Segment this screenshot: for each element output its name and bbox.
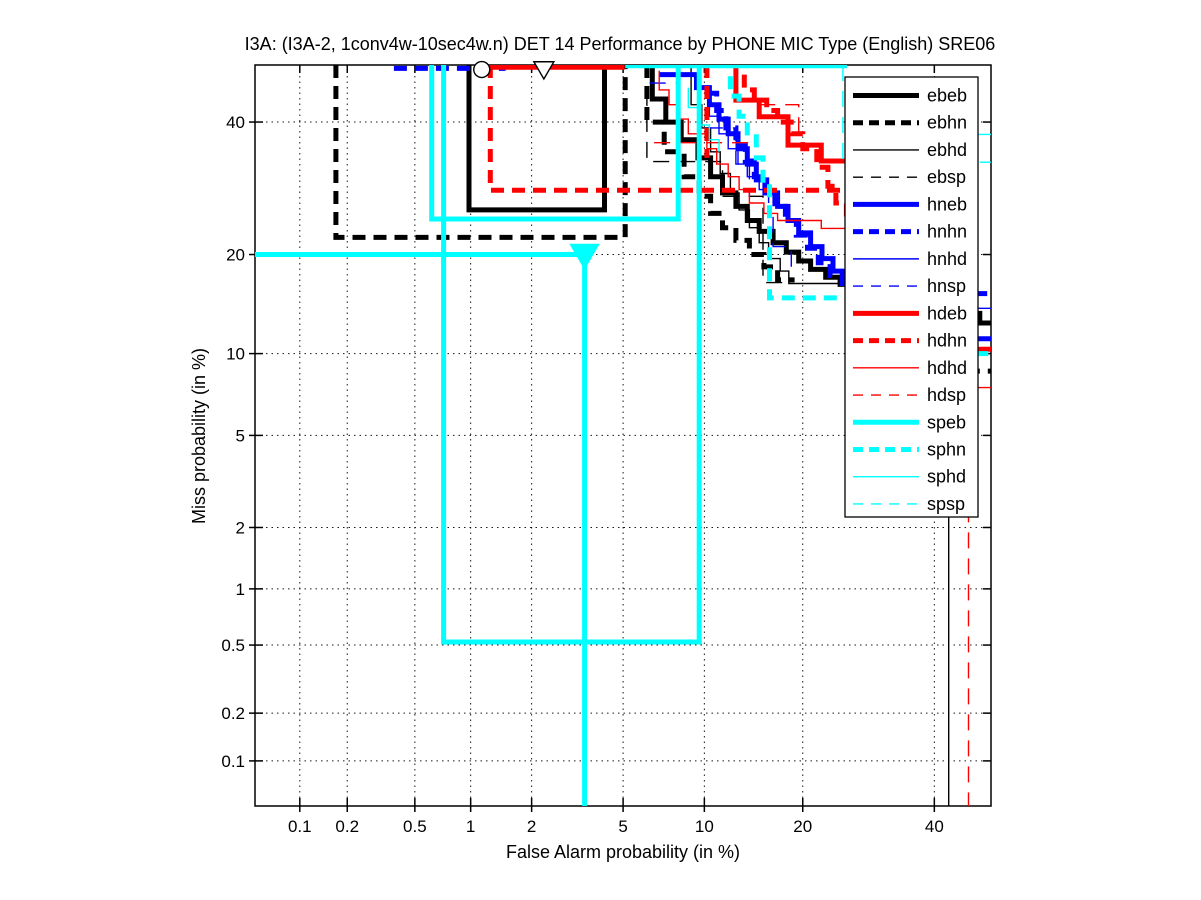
legend-item-label: hdsp	[927, 385, 966, 405]
y-tick-label: 5	[236, 426, 245, 445]
y-axis-label: Miss probability (in %)	[189, 348, 209, 524]
legend-item-label: hnhn	[927, 222, 967, 242]
y-tick-label: 0.5	[221, 636, 245, 655]
series-ebhn-path	[644, 65, 795, 283]
legend-item-hdhd: hdhd	[853, 358, 967, 378]
x-tick-label: 0.2	[335, 817, 359, 836]
y-tick-label: 0.1	[221, 752, 245, 771]
series-hdhn-path	[741, 74, 856, 223]
marker-layer	[473, 60, 600, 270]
legend-item-hnsp: hnsp	[853, 276, 966, 296]
legend-item-hdeb: hdeb	[853, 303, 967, 323]
legend-item-label: hdhn	[927, 331, 967, 351]
legend-item-ebeb: ebeb	[853, 86, 967, 106]
legend-item-ebhd: ebhd	[853, 140, 967, 160]
series-hnsp-path	[772, 216, 792, 272]
y-tick-label: 0.2	[221, 704, 245, 723]
legend-item-hdsp: hdsp	[853, 385, 966, 405]
y-tick-label: 10	[226, 345, 245, 364]
legend-item-sphn: sphn	[853, 439, 966, 459]
legend-item-label: hdhd	[927, 358, 967, 378]
x-tick-label: 0.5	[403, 817, 427, 836]
legend-item-hneb: hneb	[853, 194, 967, 214]
legend-item-label: hneb	[927, 194, 967, 214]
series-ebeb-path	[649, 65, 858, 287]
legend-item-ebsp: ebsp	[853, 167, 966, 187]
legend-item-label: hdeb	[927, 303, 967, 323]
series-hnhn-path	[706, 90, 854, 292]
marker-triangle-down-speb	[569, 243, 600, 270]
legend-item-label: speb	[927, 412, 966, 432]
marker-triangle-down-ebhn	[532, 61, 556, 81]
series-speb-path	[255, 252, 588, 806]
legend-item-hdhn: hdhn	[853, 331, 967, 351]
marker-circle-ebeb	[473, 60, 491, 79]
x-tick-label: 1	[466, 817, 475, 836]
legend-item-hnhd: hnhd	[853, 249, 967, 269]
legend-item-spsp: spsp	[853, 494, 965, 514]
legend-item-label: ebhd	[927, 140, 967, 160]
legend-item-label: ebsp	[927, 167, 966, 187]
legend-item-label: ebhn	[927, 113, 967, 133]
x-tick-label: 2	[527, 817, 536, 836]
x-tick-label: 10	[695, 817, 714, 836]
legend-item-label: hnhd	[927, 249, 967, 269]
legend-item-label: spsp	[927, 494, 965, 514]
legend-item-sphd: sphd	[853, 467, 966, 487]
legend-item-hnhn: hnhn	[853, 222, 967, 242]
y-tick-label: 40	[226, 113, 245, 132]
series-hdsp-path	[759, 104, 800, 146]
x-tick-label: 20	[793, 817, 812, 836]
series-hdeb-path	[733, 65, 861, 164]
legend-item-ebhn: ebhn	[853, 113, 967, 133]
chart-title: I3A: (I3A-2, 1conv4w-10sec4w.n) DET 14 P…	[245, 34, 996, 54]
series-sphn-path	[727, 76, 874, 301]
series-ebhn-path	[333, 65, 628, 240]
series-hnhd-path	[708, 99, 770, 203]
series-ebeb-path	[466, 65, 607, 213]
y-tick-label: 2	[236, 518, 245, 537]
tick-layer: 0.1 0.2 0.5 1 2 5 10 20 40 0.1 0.2 0.5 1 2 5 10 20 40	[221, 65, 991, 836]
series-speb-path	[441, 65, 702, 645]
legend-item-label: sphn	[927, 439, 966, 459]
x-tick-label: 0.1	[288, 817, 312, 836]
series-sphd-path	[687, 87, 720, 152]
y-tick-label: 20	[226, 246, 245, 265]
series-speb-path	[429, 65, 681, 222]
legend-item-label: hnsp	[927, 276, 966, 296]
series-ebsp-path	[646, 89, 792, 284]
legend: ebeb ebhn ebhd ebsp hneb hnhn hnhd hnsp hdeb hdhn…	[844, 76, 979, 518]
x-axis-label: False Alarm probability (in %)	[506, 842, 740, 862]
x-tick-label: 40	[925, 817, 944, 836]
x-tick-label: 5	[618, 817, 627, 836]
legend-item-label: sphd	[927, 467, 966, 487]
legend-item-speb: speb	[853, 412, 966, 432]
legend-item-label: ebeb	[927, 86, 967, 106]
series-hnsp-path	[706, 127, 751, 197]
y-tick-label: 1	[236, 580, 245, 599]
